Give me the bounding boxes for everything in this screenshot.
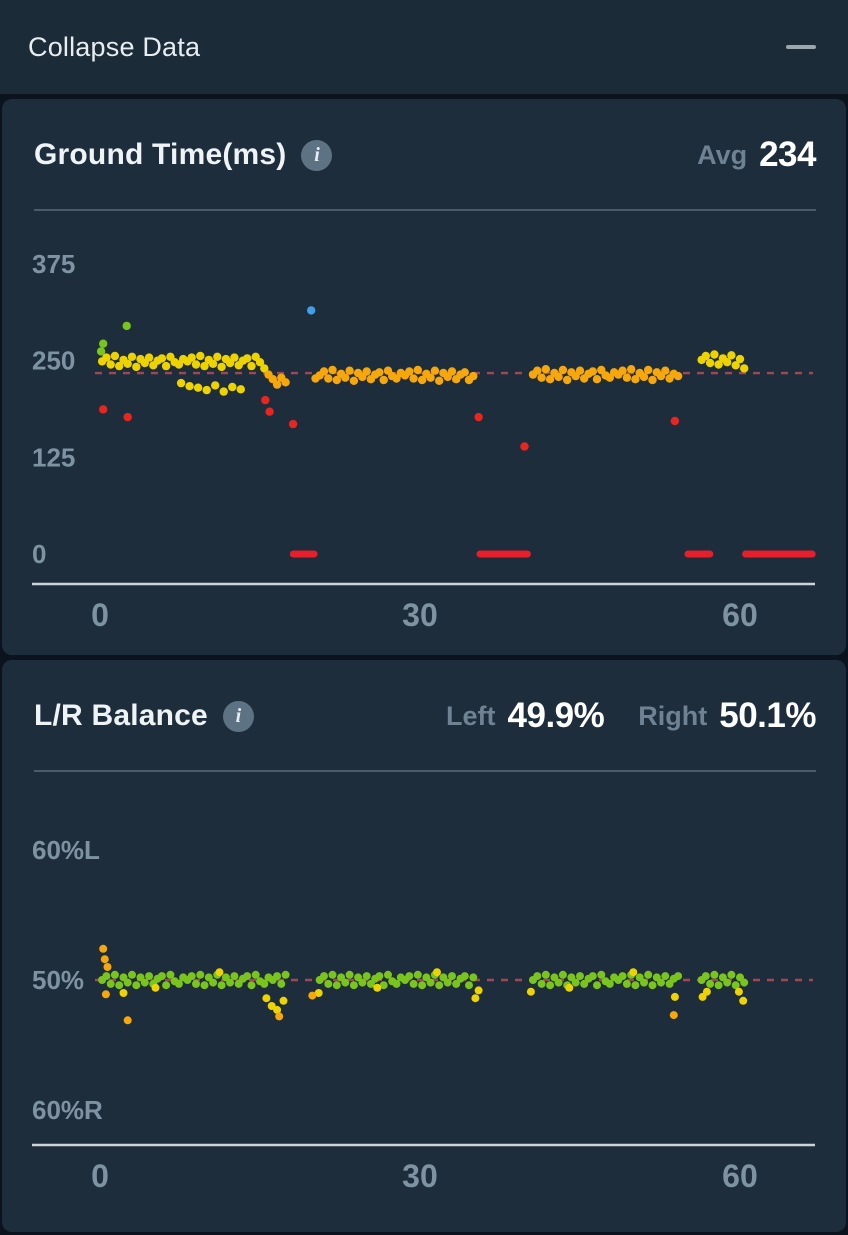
- y-tick-label: 50%: [32, 965, 84, 995]
- lr-balance-chart: 0 30 60 60%L 50% 60%R: [32, 835, 815, 1194]
- x-tick-label: 0: [91, 597, 109, 633]
- right-stat: Right 50.1%: [638, 696, 816, 736]
- collapse-minus-icon[interactable]: [786, 45, 816, 49]
- pause-bar: [742, 550, 816, 558]
- x-tick-label: 30: [402, 1158, 438, 1194]
- title-divider: [34, 770, 816, 772]
- x-tick-label: 30: [402, 597, 438, 633]
- ground-time-stats: Avg 234: [697, 135, 816, 175]
- moderate-orange-points: [264, 365, 683, 389]
- low-red-points: [99, 395, 680, 451]
- balanced-green-points: [98, 970, 749, 990]
- x-tick-label: 0: [91, 1158, 109, 1194]
- high-green-points: [96, 321, 131, 356]
- right-stat-label: Right: [638, 700, 708, 731]
- y-tick-label: 60%L: [32, 835, 100, 865]
- outlier-blue-points: [307, 306, 316, 315]
- right-stat-value: 50.1%: [719, 696, 816, 735]
- info-glyph: i: [314, 144, 320, 166]
- collapse-data-header: Collapse Data: [0, 0, 848, 94]
- ground-time-card-header: Ground Time(ms) i Avg 234: [2, 99, 846, 177]
- ground-time-card: Ground Time(ms) i Avg 234 0 30 60 375 250 125…: [2, 99, 846, 655]
- info-icon[interactable]: i: [301, 139, 333, 171]
- y-tick-label: 375: [32, 249, 75, 279]
- lr-balance-stats: Left 49.9% Right 50.1%: [446, 696, 816, 736]
- y-tick-label: 125: [32, 442, 75, 472]
- lr-balance-title-wrap: L/R Balance i: [34, 699, 254, 733]
- info-icon[interactable]: i: [222, 700, 254, 732]
- avg-stat-value: 234: [759, 135, 816, 174]
- normal-yellow-points: [97, 350, 749, 396]
- left-stat-label: Left: [446, 700, 496, 731]
- lr-balance-card-header: L/R Balance i Left 49.9% Right 50.1%: [2, 660, 846, 738]
- ground-time-title: Ground Time(ms): [34, 138, 287, 171]
- pause-bar: [684, 550, 714, 558]
- pause-bar: [476, 550, 531, 558]
- avg-stat: Avg 234: [697, 135, 816, 175]
- info-glyph: i: [235, 705, 242, 727]
- avg-stat-label: Avg: [697, 139, 748, 170]
- title-divider: [34, 209, 816, 211]
- x-tick-label: 60: [722, 597, 758, 633]
- header-title: Collapse Data: [28, 31, 201, 62]
- y-tick-label: 0: [32, 539, 46, 569]
- left-stat: Left 49.9%: [446, 696, 605, 736]
- y-tick-label: 60%R: [32, 1095, 103, 1125]
- lr-balance-card: L/R Balance i Left 49.9% Right 50.1% 0 30…: [2, 660, 846, 1232]
- offset-orange-points: [99, 944, 678, 1025]
- ground-time-title-wrap: Ground Time(ms) i: [34, 138, 333, 172]
- pause-bar: [289, 550, 318, 558]
- lr-balance-title: L/R Balance: [34, 699, 208, 732]
- y-tick-label: 250: [32, 346, 75, 376]
- x-tick-label: 60: [722, 1158, 758, 1194]
- left-stat-value: 49.9%: [507, 696, 605, 735]
- minor-offset-yellow-points: [119, 968, 748, 1014]
- ground-time-chart: 0 30 60 375 250 125 0: [32, 249, 816, 633]
